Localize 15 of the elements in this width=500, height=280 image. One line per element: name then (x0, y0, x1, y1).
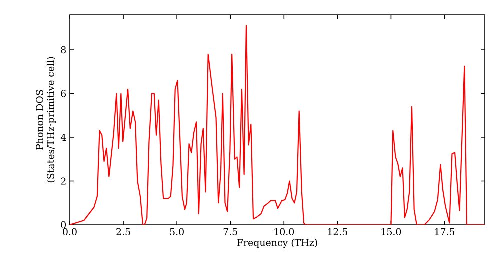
x-tick-label: 5.0 (170, 228, 184, 236)
x-tick-label: 0.0 (63, 228, 77, 236)
x-tick-label: 10.0 (274, 228, 294, 236)
x-tick-label: 15.0 (382, 228, 402, 236)
x-axis-title: Frequency (THz) (237, 239, 318, 248)
x-tick-label: 17.5 (435, 228, 455, 236)
x-tick-label: 7.5 (224, 228, 238, 236)
y-tick-label: 8 (61, 46, 66, 54)
x-tick-label: 12.5 (328, 228, 348, 236)
y-tick-label: 6 (61, 90, 66, 98)
y-axis-title: Phonon DOS (States/THz·primitive cell) (36, 57, 56, 183)
y-tick-label: 2 (61, 178, 66, 185)
y-tick-label: 0 (61, 221, 66, 229)
x-tick-label: 2.5 (116, 228, 130, 236)
y-tick-label: 4 (60, 134, 66, 142)
